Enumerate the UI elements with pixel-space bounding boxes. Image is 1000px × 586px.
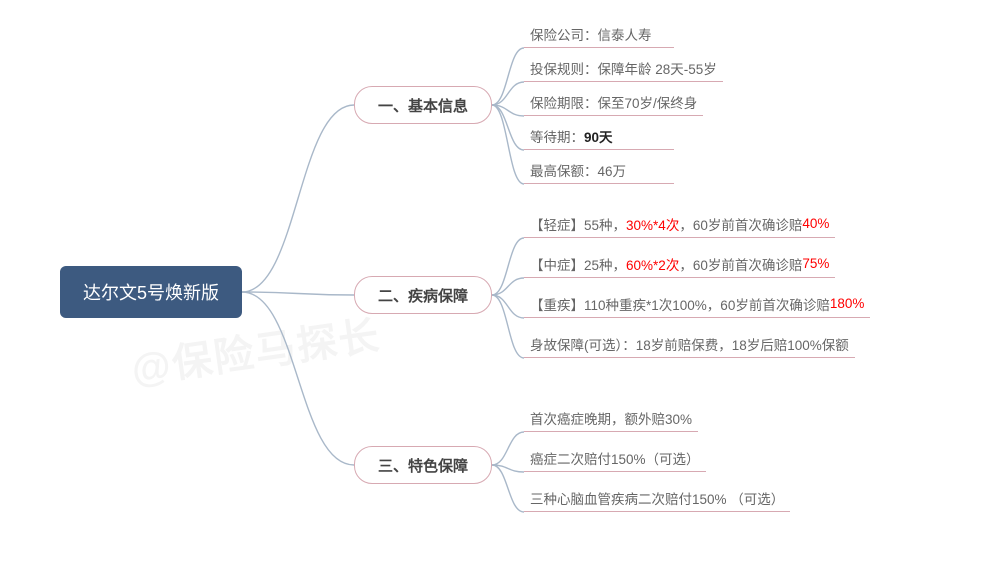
- mindmap-canvas: @保险马探长 达尔文5号焕新版一、基本信息保险公司：信泰人寿投保规则：保障年龄 …: [0, 0, 1000, 586]
- leaf-node: 【重疾】110种重疾*1次100%，60岁前首次确诊赔180%: [524, 294, 870, 318]
- leaf-text: 首次癌症晚期，额外赔30%: [530, 408, 692, 428]
- leaf-text: 三种心脑血管疾病二次赔付150% （可选）: [530, 488, 784, 508]
- branch-node: 一、基本信息: [354, 86, 492, 124]
- leaf-node: 最高保额：46万: [524, 160, 674, 184]
- leaf-text: 60%*2次: [626, 254, 679, 274]
- leaf-text: 90天: [584, 126, 613, 146]
- leaf-node: 保险公司：信泰人寿: [524, 24, 674, 48]
- leaf-text: 40%: [802, 216, 829, 231]
- leaf-text: 30%*4次: [626, 214, 679, 234]
- leaf-text: 保险公司：信泰人寿: [530, 24, 652, 44]
- leaf-node: 【轻症】55种，30%*4次，60岁前首次确诊赔40%: [524, 214, 835, 238]
- leaf-text: 等待期：: [530, 126, 584, 146]
- leaf-text: 身故保障(可选）：18岁前赔保费，18岁后赔100%保额: [530, 334, 849, 354]
- branch-node: 二、疾病保障: [354, 276, 492, 314]
- root-node: 达尔文5号焕新版: [60, 266, 242, 318]
- leaf-text: 保险期限：保至70岁/保终身: [530, 92, 697, 112]
- leaf-node: 癌症二次赔付150%（可选）: [524, 448, 706, 472]
- leaf-text: 180%: [830, 296, 865, 311]
- leaf-node: 身故保障(可选）：18岁前赔保费，18岁后赔100%保额: [524, 334, 855, 358]
- leaf-node: 【中症】25种，60%*2次，60岁前首次确诊赔75%: [524, 254, 835, 278]
- leaf-node: 保险期限：保至70岁/保终身: [524, 92, 703, 116]
- leaf-node: 三种心脑血管疾病二次赔付150% （可选）: [524, 488, 790, 512]
- leaf-text: 最高保额：46万: [530, 160, 626, 180]
- leaf-node: 首次癌症晚期，额外赔30%: [524, 408, 698, 432]
- leaf-text: 癌症二次赔付150%（可选）: [530, 448, 700, 468]
- leaf-text: 投保规则：保障年龄 28天-55岁: [530, 58, 717, 78]
- leaf-text: 【重疾】110种重疾*1次100%，60岁前首次确诊赔: [530, 294, 830, 314]
- leaf-text: 【轻症】55种，: [530, 214, 626, 234]
- leaf-text: ，60岁前首次确诊赔: [679, 254, 802, 274]
- leaf-text: 75%: [802, 256, 829, 271]
- leaf-node: 投保规则：保障年龄 28天-55岁: [524, 58, 723, 82]
- leaf-text: ，60岁前首次确诊赔: [679, 214, 802, 234]
- branch-node: 三、特色保障: [354, 446, 492, 484]
- leaf-text: 【中症】25种，: [530, 254, 626, 274]
- leaf-node: 等待期：90天: [524, 126, 674, 150]
